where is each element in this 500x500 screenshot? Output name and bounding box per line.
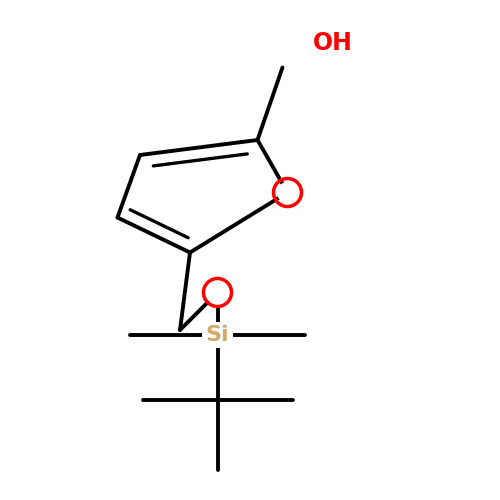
Circle shape [207, 282, 228, 303]
Text: Si: Si [206, 325, 230, 345]
Circle shape [277, 182, 298, 203]
Text: OH: OH [312, 30, 352, 54]
